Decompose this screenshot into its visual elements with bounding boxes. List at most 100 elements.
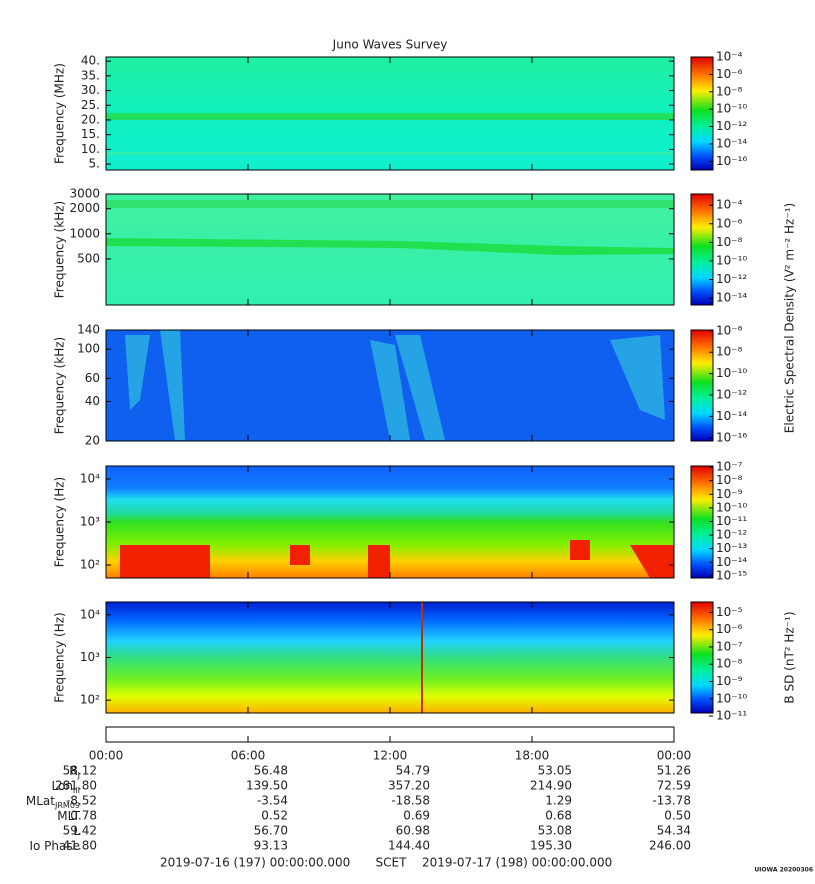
row-label: MLT <box>57 809 80 823</box>
y-axis-label: Frequency (Hz) <box>53 612 67 703</box>
y-tick-label: 10³ <box>80 650 100 664</box>
row-value: 214.90 <box>530 779 572 793</box>
row-label-text: R <box>69 764 77 778</box>
row-value: -8.52 <box>66 794 97 808</box>
colorbar-tick-label: 10⁻¹⁰ <box>716 253 747 267</box>
colorbar-tick-label: 10⁻¹⁶ <box>716 154 747 168</box>
row-value: 56.48 <box>254 764 288 778</box>
colorbar-tick-label: 10⁻⁶ <box>716 67 743 81</box>
row-label-text: MLat <box>26 794 55 808</box>
colorbar-tick-label: 10⁻¹⁰ <box>716 500 747 514</box>
row-value: 281.80 <box>55 779 97 793</box>
y-tick-label: 10⁴ <box>80 607 100 621</box>
row-value: 54.79 <box>396 764 430 778</box>
row-value: 93.13 <box>254 839 288 853</box>
row-value: 72.59 <box>657 779 691 793</box>
colorbar-tick-label: 10⁻¹⁰ <box>716 366 747 380</box>
y-tick-label: 5. <box>89 157 100 171</box>
y-tick-label: 10. <box>81 142 100 156</box>
colorbar <box>690 329 714 442</box>
row-value: 139.50 <box>246 779 288 793</box>
row-value: 53.08 <box>538 824 572 838</box>
y-tick-label: 20 <box>85 434 100 448</box>
y-tick-label: 100 <box>77 342 100 356</box>
colorbar-tick-label: 10⁻⁸ <box>716 235 743 249</box>
y-tick-label: 10² <box>80 558 100 572</box>
colorbar-tick-label: 10⁻¹² <box>716 528 747 542</box>
row-value: 246.00 <box>649 839 691 853</box>
row-value: 0.52 <box>261 809 288 823</box>
row-label-sub: JRM09 <box>54 801 80 810</box>
y-axis-label: Frequency (MHz) <box>53 63 67 164</box>
y-tick-label: 35. <box>81 68 100 82</box>
colorbar-tick-label: 10⁻¹⁰ <box>716 691 747 705</box>
colorbar-tick-label: 10⁻⁶ <box>716 323 743 337</box>
row-label-text: Io Phase <box>29 839 80 853</box>
colorbar-tick-label: 10⁻⁸ <box>716 84 743 98</box>
row-value: 0.78 <box>70 809 97 823</box>
y-axis-label: Frequency (kHz) <box>53 337 67 434</box>
y-tick-label: 140 <box>77 323 100 337</box>
x-tick-label: 12:00 <box>373 749 408 763</box>
colorbar-tick-label: 10⁻⁸ <box>716 657 743 671</box>
row-value: 54.34 <box>657 824 691 838</box>
row-value: -13.78 <box>652 794 691 808</box>
x-tick-label: 18:00 <box>515 749 550 763</box>
row-value: -18.58 <box>391 794 430 808</box>
row-value: 41.80 <box>63 839 97 853</box>
colorbar-tick-label: 10⁻¹⁴ <box>716 555 747 569</box>
y-axis-label: Frequency (kHz) <box>53 201 67 298</box>
footer-center: SCET <box>376 856 408 870</box>
colorbar-tick-label: 10⁻⁷ <box>716 639 743 653</box>
row-value: 1.29 <box>545 794 572 808</box>
y-tick-label: 40. <box>81 54 100 68</box>
row-value: 0.50 <box>664 809 691 823</box>
colorbar-tick-label: 10⁻¹⁰ <box>716 102 747 116</box>
colorbar <box>690 56 714 171</box>
row-label-sub: J <box>77 771 80 780</box>
row-value: 56.70 <box>254 824 288 838</box>
row-value: 144.40 <box>388 839 430 853</box>
row-label-text: MLT <box>57 809 80 823</box>
y-axis-label: Frequency (Hz) <box>53 477 67 568</box>
colorbar-tick-label: 10⁻⁹ <box>716 487 743 501</box>
colorbar-tick-label: 10⁻⁴ <box>716 198 743 212</box>
row-value: 0.68 <box>545 809 572 823</box>
colorbar-tick-label: 10⁻⁶ <box>716 216 743 230</box>
row-label: LonIII <box>52 779 81 795</box>
row-label-text: Lon <box>52 779 73 793</box>
y-tick-label: 30. <box>81 83 100 97</box>
y-tick-label: 20. <box>81 112 100 126</box>
footer-end: 2019-07-17 (198) 00:00:00.000 <box>422 856 612 870</box>
colorbar-tick-label: 10⁻¹⁴ <box>716 409 747 423</box>
colorbar-tick-label: 10⁻⁸ <box>716 345 743 359</box>
y-tick-label: 10³ <box>80 515 100 529</box>
colorbar <box>690 465 714 579</box>
x-tick-label: 00:00 <box>657 749 692 763</box>
y-tick-label: 10⁴ <box>80 471 100 485</box>
row-label-text: L <box>73 824 80 838</box>
row-label: Io Phase <box>29 839 80 853</box>
row-label-sub: III <box>73 786 80 795</box>
spectrogram-images <box>106 57 674 713</box>
row-value: 357.20 <box>388 779 430 793</box>
row-value: 0.69 <box>403 809 430 823</box>
y-tick-label: 15. <box>81 127 100 141</box>
colorbar-tick-label: 10⁻¹¹ <box>716 514 747 528</box>
colorbar-tick-label: 10⁻¹² <box>716 272 747 286</box>
colorbar-tick-label: 10⁻¹⁴ <box>716 136 747 150</box>
colorbar-tick-label: 10⁻¹⁵ <box>716 568 747 582</box>
colorbar-tick-label: 10⁻¹¹ <box>716 709 747 723</box>
colorbar <box>690 601 714 714</box>
colorbar-tick-label: 10⁻⁸ <box>716 473 743 487</box>
colorbar-tick-label: 10⁻¹² <box>716 119 747 133</box>
row-value: -3.54 <box>257 794 288 808</box>
colorbar-tick-label: 10⁻¹⁶ <box>716 430 747 444</box>
y-tick-label: 40 <box>85 394 100 408</box>
colorbar-tick-label: 10⁻⁶ <box>716 622 743 636</box>
row-value: 58.12 <box>63 764 97 778</box>
footer-stamp: UIOWA 20200306 <box>754 867 813 874</box>
colorbar-tick-label: 10⁻⁹ <box>716 674 743 688</box>
x-tick-label: 06:00 <box>231 749 266 763</box>
